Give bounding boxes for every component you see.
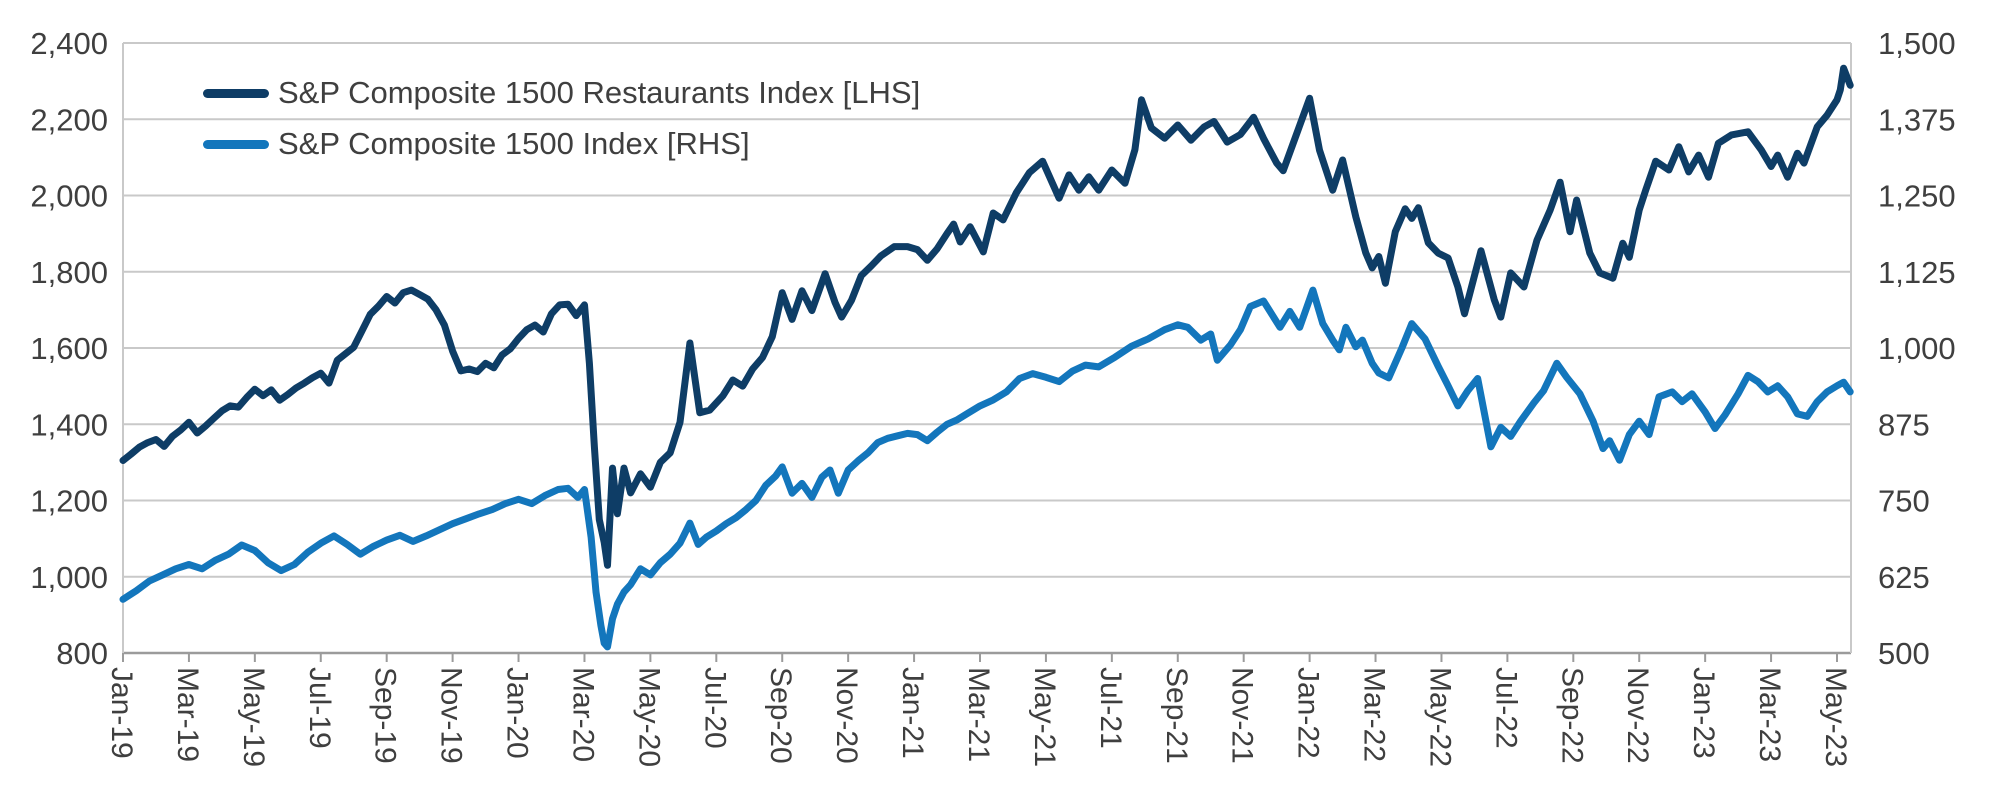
legend-swatch-restaurants-index — [203, 88, 269, 98]
left-axis-tick-label: 1,600 — [30, 331, 108, 366]
right-axis-tick-label: 750 — [1878, 484, 1930, 519]
x-axis-tick-label: Nov-19 — [435, 667, 468, 764]
x-axis-tick-label: Sep-21 — [1160, 667, 1193, 764]
x-axis-tick-label: May-21 — [1028, 667, 1061, 767]
x-axis-tick-label: Nov-20 — [830, 667, 863, 764]
legend: S&P Composite 1500 Restaurants Index [LH… — [203, 75, 920, 162]
right-axis-tick-label: 1,000 — [1878, 331, 1956, 366]
x-axis-tick-label: Mar-21 — [962, 667, 995, 762]
left-axis-tick-label: 2,000 — [30, 179, 108, 214]
legend-label-composite-index: S&P Composite 1500 Index [RHS] — [278, 126, 750, 161]
x-axis-tick-label: Jan-23 — [1687, 667, 1720, 759]
right-axis-tick-label: 875 — [1878, 407, 1930, 442]
left-axis-tick-label: 1,000 — [30, 560, 108, 595]
x-axis-tick-label: Jul-22 — [1489, 667, 1522, 749]
legend-item-composite-index: S&P Composite 1500 Index [RHS] — [203, 126, 920, 162]
x-axis-tick-label: Mar-22 — [1358, 667, 1391, 762]
x-axis-tick-label: Mar-20 — [566, 667, 599, 762]
series-line-composite-index — [119, 286, 1854, 651]
right-axis-tick-label: 1,375 — [1878, 102, 1956, 137]
x-axis-tick-label: May-20 — [632, 667, 665, 767]
x-axis-tick-label: Nov-21 — [1226, 667, 1259, 764]
legend-swatch-composite-index — [203, 139, 269, 149]
left-axis-tick-label: 2,400 — [30, 26, 108, 61]
x-axis-tick-label: Sep-19 — [369, 667, 402, 764]
x-axis-tick-label: Jan-19 — [105, 667, 138, 759]
x-axis-tick-label: May-22 — [1423, 667, 1456, 767]
x-axis-tick-label: Nov-22 — [1621, 667, 1654, 764]
right-axis-tick-label: 1,500 — [1878, 26, 1956, 61]
left-axis-tick-label: 1,800 — [30, 255, 108, 290]
right-axis-tick-label: 1,250 — [1878, 179, 1956, 214]
x-axis-tick-label: Jul-19 — [303, 667, 336, 749]
x-axis-tick-label: Mar-23 — [1753, 667, 1786, 762]
left-axis-tick-label: 2,200 — [30, 102, 108, 137]
left-axis-tick-label: 800 — [56, 636, 108, 671]
series-line-restaurants-index — [119, 64, 1854, 569]
right-axis-tick-label: 625 — [1878, 560, 1930, 595]
x-axis-tick-label: Jul-20 — [698, 667, 731, 749]
x-axis-tick-label: Jan-22 — [1292, 667, 1325, 759]
x-axis-tick-label: Sep-22 — [1555, 667, 1588, 764]
x-axis-tick-label: May-19 — [237, 667, 270, 767]
x-axis-tick-label: Jan-20 — [501, 667, 534, 759]
x-axis-tick-label: May-23 — [1819, 667, 1852, 767]
x-axis-tick-label: Jan-21 — [896, 667, 929, 759]
legend-item-restaurants-index: S&P Composite 1500 Restaurants Index [LH… — [203, 75, 920, 111]
x-axis-tick-label: Sep-20 — [764, 667, 797, 764]
right-axis-tick-label: 500 — [1878, 636, 1930, 671]
left-axis-tick-label: 1,200 — [30, 484, 108, 519]
left-axis-tick-label: 1,400 — [30, 407, 108, 442]
right-axis-tick-label: 1,125 — [1878, 255, 1956, 290]
x-axis-tick-label: Jul-21 — [1094, 667, 1127, 749]
x-axis-tick-label: Mar-19 — [171, 667, 204, 762]
legend-label-restaurants-index: S&P Composite 1500 Restaurants Index [LH… — [278, 75, 921, 110]
